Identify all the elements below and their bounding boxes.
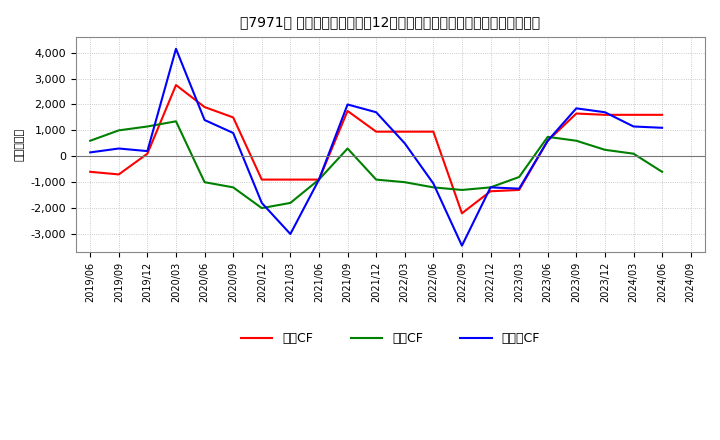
営業CF (458, 211, 467, 216)
投賃CF (658, 169, 667, 175)
投賃CF (229, 185, 238, 190)
投賃CF (171, 119, 180, 124)
営業CF (400, 129, 409, 134)
営業CF (114, 172, 123, 177)
Line: フリーCF: フリーCF (90, 49, 662, 246)
フリーCF (258, 200, 266, 205)
フリーCF (229, 130, 238, 136)
フリーCF (114, 146, 123, 151)
営業CF (486, 189, 495, 194)
投賃CF (600, 147, 609, 152)
Title: ［7971］ キャッシュフローの12か月移動合計の対前年同期増減額の推移: ［7971］ キャッシュフローの12か月移動合計の対前年同期増減額の推移 (240, 15, 541, 29)
フリーCF (400, 141, 409, 146)
フリーCF (429, 181, 438, 186)
フリーCF (171, 46, 180, 51)
営業CF (658, 112, 667, 117)
営業CF (171, 82, 180, 88)
投賃CF (629, 151, 638, 156)
営業CF (286, 177, 294, 182)
フリーCF (372, 110, 380, 115)
投賃CF (114, 128, 123, 133)
フリーCF (629, 124, 638, 129)
フリーCF (544, 138, 552, 143)
フリーCF (572, 106, 580, 111)
投賃CF (315, 177, 323, 182)
投賃CF (86, 138, 94, 143)
投賃CF (515, 174, 523, 180)
投賃CF (572, 138, 580, 143)
営業CF (143, 151, 152, 156)
営業CF (429, 129, 438, 134)
投賃CF (372, 177, 380, 182)
投賃CF (458, 187, 467, 193)
投賃CF (343, 146, 352, 151)
フリーCF (286, 231, 294, 237)
投賃CF (286, 200, 294, 205)
投賃CF (400, 180, 409, 185)
フリーCF (515, 186, 523, 191)
投賃CF (200, 180, 209, 185)
営業CF (315, 177, 323, 182)
営業CF (515, 187, 523, 193)
フリーCF (86, 150, 94, 155)
フリーCF (600, 110, 609, 115)
営業CF (343, 108, 352, 114)
フリーCF (343, 102, 352, 107)
営業CF (372, 129, 380, 134)
投賃CF (429, 185, 438, 190)
投賃CF (143, 124, 152, 129)
営業CF (629, 112, 638, 117)
営業CF (229, 115, 238, 120)
フリーCF (486, 185, 495, 190)
営業CF (200, 104, 209, 110)
営業CF (544, 138, 552, 143)
投賃CF (486, 185, 495, 190)
フリーCF (200, 117, 209, 123)
フリーCF (143, 148, 152, 154)
Y-axis label: （百万円）: （百万円） (15, 128, 25, 161)
営業CF (258, 177, 266, 182)
投賃CF (544, 134, 552, 139)
営業CF (600, 112, 609, 117)
Legend: 営業CF, 投賃CF, フリーCF: 営業CF, 投賃CF, フリーCF (236, 327, 545, 350)
フリーCF (458, 243, 467, 248)
営業CF (86, 169, 94, 175)
投賃CF (258, 205, 266, 211)
営業CF (572, 111, 580, 116)
Line: 投賃CF: 投賃CF (90, 121, 662, 208)
Line: 営業CF: 営業CF (90, 85, 662, 213)
フリーCF (658, 125, 667, 130)
フリーCF (315, 177, 323, 182)
